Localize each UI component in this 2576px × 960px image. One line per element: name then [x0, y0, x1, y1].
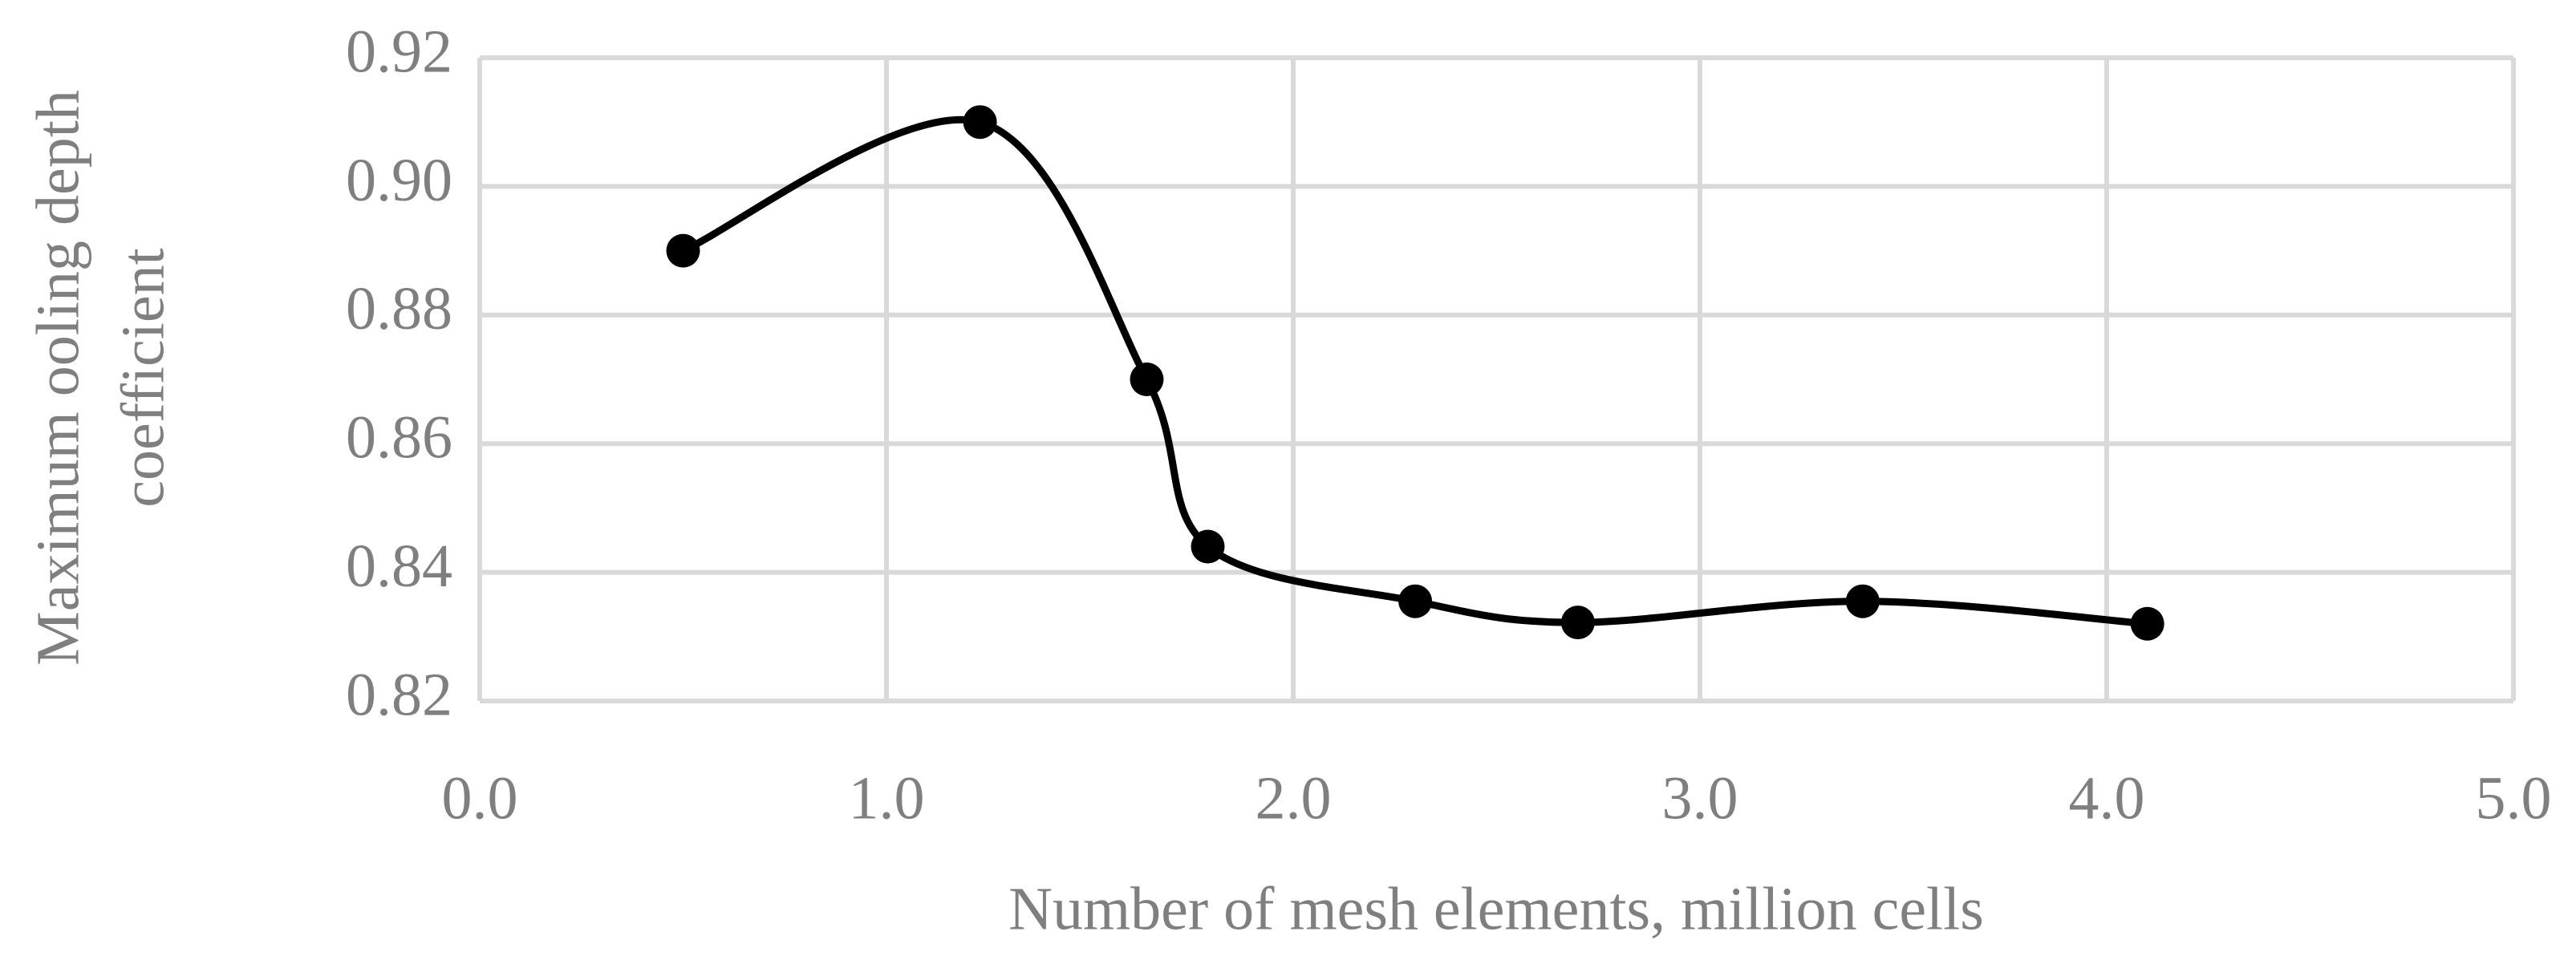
y-tick-label: 0.90 [346, 147, 452, 214]
x-tick-label: 3.0 [1662, 764, 1738, 832]
marker [1398, 584, 1433, 618]
x-axis-title: Number of mesh elements, million cells [1008, 875, 1984, 942]
y-axis-title: Maximum ooling depth [24, 90, 91, 666]
x-tick-label: 2.0 [1256, 764, 1332, 832]
marker [1560, 606, 1595, 640]
y-tick-label: 0.82 [346, 661, 452, 728]
marker [1130, 363, 1164, 396]
x-tick-label: 0.0 [442, 764, 518, 832]
marker [1191, 529, 1225, 564]
y-tick-label: 0.86 [346, 404, 452, 472]
marker [666, 233, 700, 268]
y-tick-label: 0.88 [346, 275, 452, 342]
marker [963, 105, 997, 140]
y-axis-title: coefficient [109, 248, 176, 508]
marker [2130, 606, 2164, 641]
line [681, 115, 2148, 628]
y-tick-label: 0.92 [346, 18, 452, 85]
marker [1845, 584, 1880, 618]
y-tick-label: 0.84 [346, 533, 452, 600]
x-tick-label: 1.0 [849, 764, 925, 832]
x-tick-label: 4.0 [2069, 764, 2145, 832]
x-tick-label: 5.0 [2476, 764, 2552, 832]
